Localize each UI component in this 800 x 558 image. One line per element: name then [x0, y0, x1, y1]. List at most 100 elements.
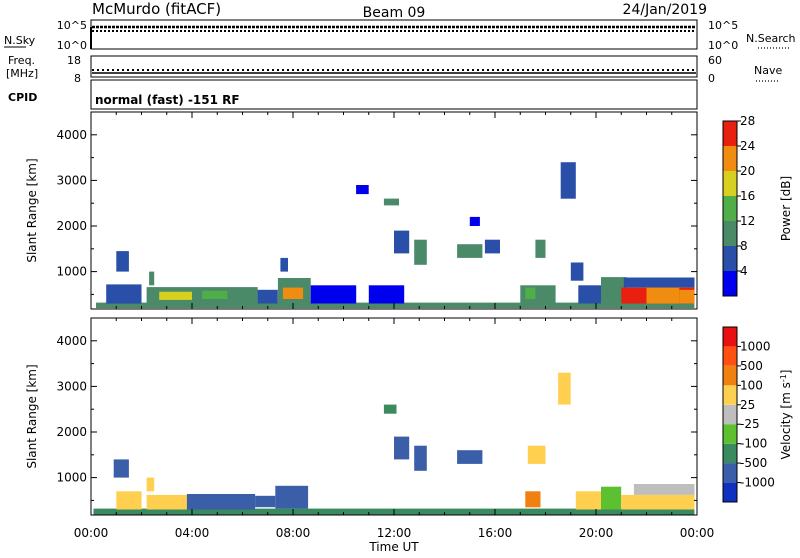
power-colorbar-segment — [723, 246, 737, 271]
power-echo-region — [310, 285, 357, 304]
power-ytick-label: 1000 — [56, 265, 87, 279]
power-echo-region — [578, 285, 601, 304]
cpid-label: CPID — [8, 91, 37, 104]
power-colorbar: 4 8 12 16 20 24 28 — [722, 114, 755, 297]
velocity-frame — [90, 317, 698, 516]
nsearch-tick-high: 10^5 — [708, 19, 738, 32]
power-echo-region — [149, 271, 155, 286]
velocity-colorbar-tick-label: 25 — [740, 398, 755, 412]
velocity-echo-region — [383, 404, 397, 414]
power-ytick-label: 4000 — [56, 128, 87, 142]
power-echo-region — [679, 289, 695, 304]
velocity-colorbar-tick-label: 500 — [740, 359, 763, 373]
power-echo-region — [368, 285, 405, 304]
power-echo-region — [202, 290, 228, 299]
freq-label-line2: [MHz] — [6, 67, 38, 80]
power-echo-region — [457, 244, 483, 258]
velocity-colorbar-label: Velocity [m s-1] — [779, 370, 793, 460]
nsky-panel: N.Sky 10^5 10^0 10^5 10^0 N.Search — [4, 19, 796, 52]
velocity-echo-region — [575, 491, 602, 510]
power-ylabel: Slant Range [km] — [25, 158, 39, 262]
velocity-echo-region — [116, 491, 142, 510]
power-echo-region — [535, 239, 546, 258]
cpid-panel: CPID normal (fast) -151 RF — [8, 79, 698, 110]
velocity-colorbar-tick-label: -100 — [740, 437, 767, 451]
velocity-xtick-label: 20:00 — [579, 526, 614, 540]
velocity-xticks: 00:00 04:00 08:00 12:00 16:00 20:00 00:00 — [74, 526, 715, 540]
velocity-ytick-label: 2000 — [56, 425, 87, 439]
velocity-ytick-label: 1000 — [56, 471, 87, 485]
freq-label-line1: Freq. — [8, 54, 35, 67]
power-panel: 1000 2000 3000 4000 Slant Range [km] 4 8 12 16… — [25, 111, 793, 310]
power-colorbar-frame — [722, 120, 738, 297]
date-title: 24/Jan/2019 — [623, 2, 707, 18]
velocity-colorbar-segment — [723, 424, 737, 444]
velocity-colorbar-tick-label: 1000 — [740, 339, 771, 353]
velocity-echo-region — [558, 372, 571, 405]
power-colorbar-tick-label: 4 — [740, 264, 748, 278]
power-colorbar-tick-label: 8 — [740, 239, 748, 253]
power-colorbar-segment — [723, 221, 737, 246]
power-colorbar-tick-label: 12 — [740, 214, 755, 228]
velocity-echo-region — [633, 484, 695, 495]
velocity-echo-region — [146, 494, 187, 510]
velocity-echo-region — [457, 450, 483, 464]
freq-panel: Freq. [MHz] 18 8 60 0 Nave — [6, 54, 782, 85]
nsearch-tick-low: 10^0 — [708, 39, 738, 52]
power-echo-region — [282, 287, 304, 299]
freq-tick-high: 18 — [67, 54, 81, 67]
velocity-colorbar-tick-label: -1000 — [740, 476, 775, 490]
power-colorbar-segment — [723, 271, 737, 296]
power-ytick-label: 3000 — [56, 173, 87, 187]
velocity-xtick-label: 12:00 — [377, 526, 412, 540]
velocity-colorbar-segment — [723, 385, 737, 405]
velocity-echo-region — [525, 491, 541, 508]
velocity-colorbar-label-exp: -1 — [779, 374, 788, 382]
velocity-echo-region — [621, 494, 695, 510]
power-echo-region — [106, 284, 142, 304]
power-echo-region — [469, 216, 480, 226]
velocity-xtick-label: 00:00 — [680, 526, 715, 540]
power-colorbar-segment — [723, 146, 737, 171]
velocity-echo-region — [275, 485, 309, 509]
velocity-colorbar-segment — [723, 346, 737, 366]
power-yticks: 1000 2000 3000 4000 — [56, 112, 698, 309]
power-echo-region — [560, 162, 576, 199]
velocity-colorbar-segment — [723, 482, 737, 502]
velocity-echo-region — [146, 477, 155, 492]
velocity-colorbar-tick-label: -25 — [740, 417, 760, 431]
velocity-colorbar-label-main: Velocity [m s — [779, 382, 793, 459]
power-echo-region — [570, 262, 584, 281]
nsky-tick-low: 10^0 — [57, 39, 87, 52]
power-colorbar-tick-label: 24 — [740, 139, 755, 153]
power-colorbar-segment — [723, 121, 737, 146]
velocity-xtick-label: 08:00 — [276, 526, 311, 540]
freq-frame — [90, 55, 698, 78]
velocity-echo-region — [527, 445, 546, 464]
power-colorbar-segment — [723, 196, 737, 221]
power-echo-region — [116, 251, 129, 272]
power-ytick-label: 2000 — [56, 219, 87, 233]
velocity-colorbar-segment — [723, 404, 737, 425]
velocity-colorbar-segment — [723, 327, 737, 347]
velocity-ytick-label: 4000 — [56, 334, 87, 348]
cpid-frame — [90, 79, 698, 110]
power-echo-region — [623, 277, 695, 288]
velocity-xtick-label: 00:00 — [74, 526, 109, 540]
power-echo-region — [96, 302, 695, 309]
velocity-heatmap — [93, 372, 695, 515]
velocity-colorbar-tick-label: 100 — [740, 378, 763, 392]
power-echo-region — [484, 239, 500, 254]
beam-title: Beam 09 — [363, 5, 426, 21]
power-echo-region — [383, 198, 399, 206]
cpid-text: normal (fast) -151 RF — [95, 93, 240, 107]
velocity-echo-region — [414, 445, 427, 471]
velocity-echo-region — [394, 436, 410, 460]
power-colorbar-tick-label: 20 — [740, 164, 755, 178]
nsky-label: N.Sky — [4, 34, 36, 47]
nsky-tick-high: 10^5 — [57, 19, 87, 32]
nsky-frame — [90, 19, 698, 50]
